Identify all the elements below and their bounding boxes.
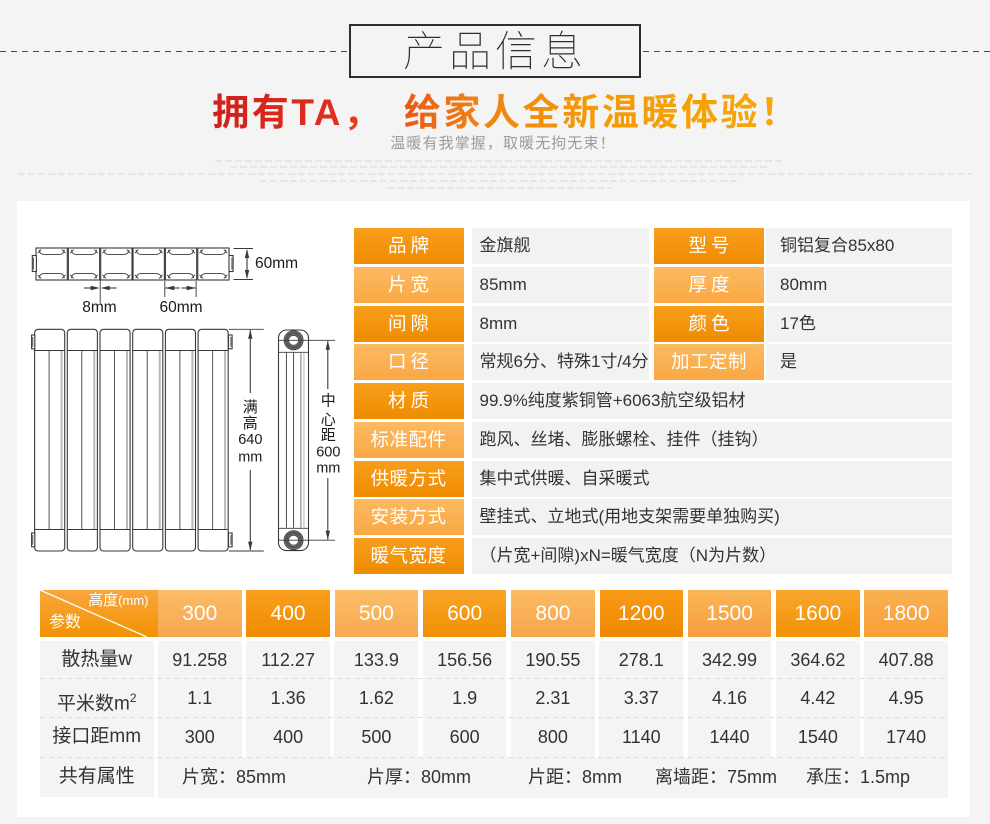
svg-text:640: 640 <box>238 432 262 448</box>
svg-text:高: 高 <box>243 415 258 432</box>
svg-text:8mm: 8mm <box>82 299 116 316</box>
svg-text:满: 满 <box>243 399 258 416</box>
svg-text:mm: mm <box>238 450 262 466</box>
svg-text:中: 中 <box>321 393 336 410</box>
svg-text:600: 600 <box>316 445 340 461</box>
svg-text:心: 心 <box>321 412 336 429</box>
svg-text:距: 距 <box>321 427 336 444</box>
svg-text:60mm: 60mm <box>159 299 202 316</box>
svg-text:mm: mm <box>316 460 340 476</box>
svg-text:60mm: 60mm <box>255 255 298 272</box>
